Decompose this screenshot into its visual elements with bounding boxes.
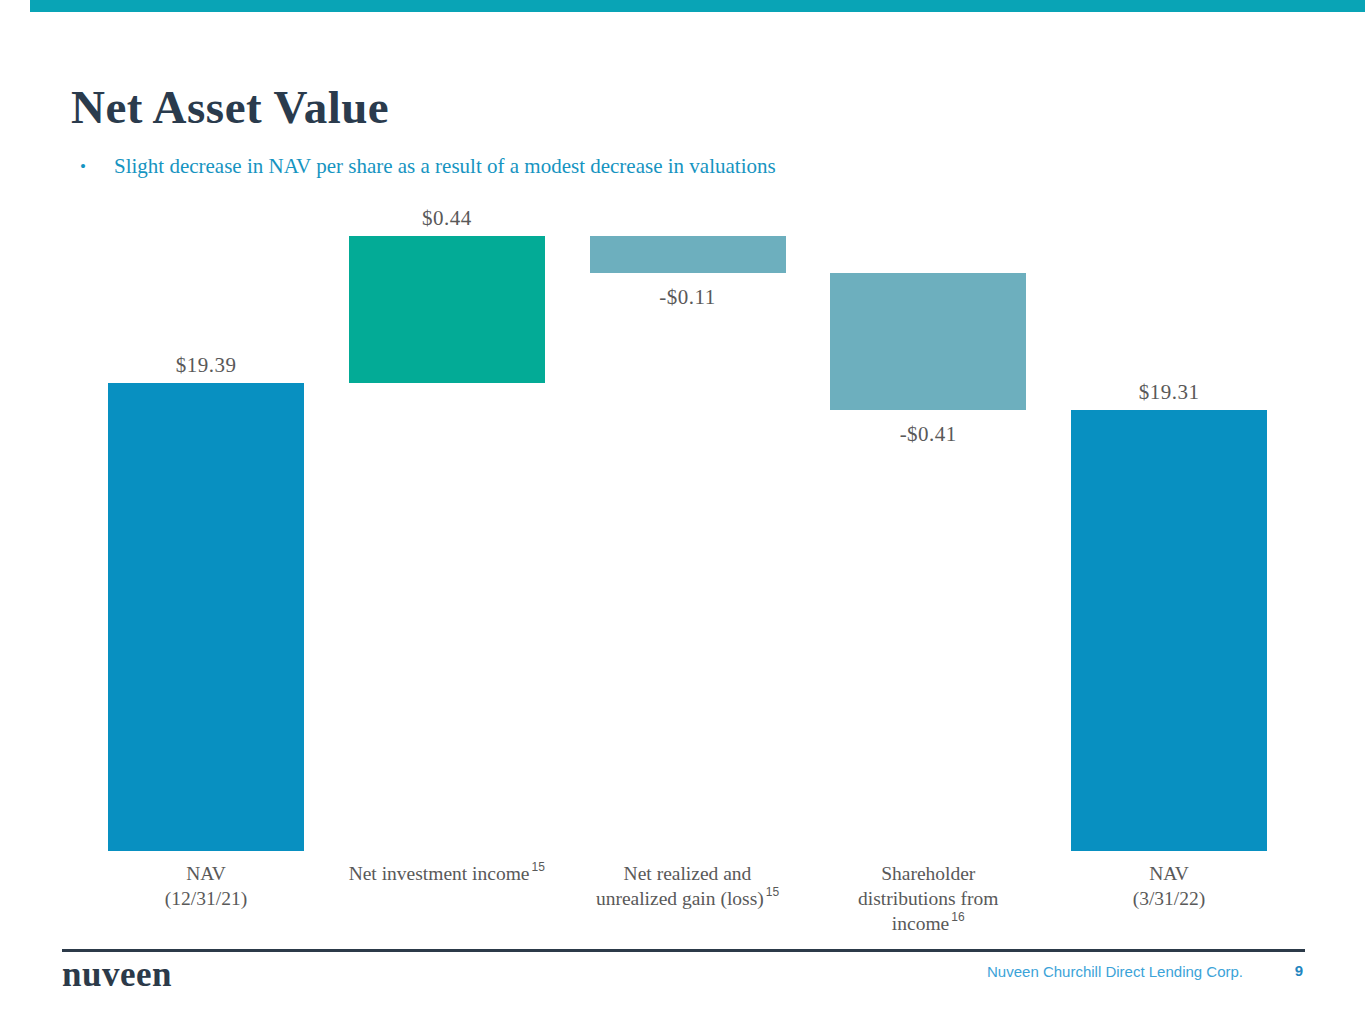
page-number: 9 bbox=[1295, 962, 1303, 979]
waterfall-bar-2 bbox=[590, 236, 786, 273]
axis-category-label-0: NAV(12/31/21) bbox=[84, 861, 328, 911]
footnote-marker: 15 bbox=[532, 860, 545, 874]
waterfall-bar-0 bbox=[108, 383, 304, 851]
waterfall-bar-4 bbox=[1071, 410, 1267, 851]
waterfall-chart: $19.39 $0.44 -$0.11 -$0.41 $19.31 bbox=[0, 200, 1365, 851]
footer-company-text: Nuveen Churchill Direct Lending Corp. bbox=[987, 963, 1243, 980]
slide: Net Asset Value • Slight decrease in NAV… bbox=[0, 0, 1365, 1024]
chart-axis-labels: NAV(12/31/21)Net investment income15Net … bbox=[0, 861, 1365, 951]
bar-value-label-3: -$0.41 bbox=[805, 421, 1051, 448]
footnote-marker: 16 bbox=[951, 910, 964, 924]
bullet-point: • Slight decrease in NAV per share as a … bbox=[80, 153, 776, 180]
footer-divider bbox=[62, 949, 1305, 952]
top-accent-bar bbox=[30, 0, 1365, 12]
bullet-text: Slight decrease in NAV per share as a re… bbox=[114, 153, 776, 180]
bar-value-label-2: -$0.11 bbox=[565, 284, 811, 311]
bar-value-label-4: $19.31 bbox=[1046, 379, 1292, 406]
bar-value-label-0: $19.39 bbox=[83, 352, 329, 379]
page-title: Net Asset Value bbox=[71, 80, 389, 134]
axis-category-label-1: Net investment income15 bbox=[325, 861, 569, 886]
axis-category-label-4: NAV(3/31/22) bbox=[1047, 861, 1291, 911]
bullet-icon: • bbox=[80, 153, 86, 180]
footnote-marker: 15 bbox=[766, 885, 779, 899]
waterfall-bar-3 bbox=[830, 273, 1026, 410]
axis-category-label-2: Net realized andunrealized gain (loss)15 bbox=[566, 861, 810, 911]
waterfall-bar-1 bbox=[349, 236, 545, 383]
nuveen-logo: nuveen bbox=[62, 955, 172, 995]
axis-category-label-3: Shareholderdistributions fromincome16 bbox=[806, 861, 1050, 936]
bar-value-label-1: $0.44 bbox=[324, 205, 570, 232]
